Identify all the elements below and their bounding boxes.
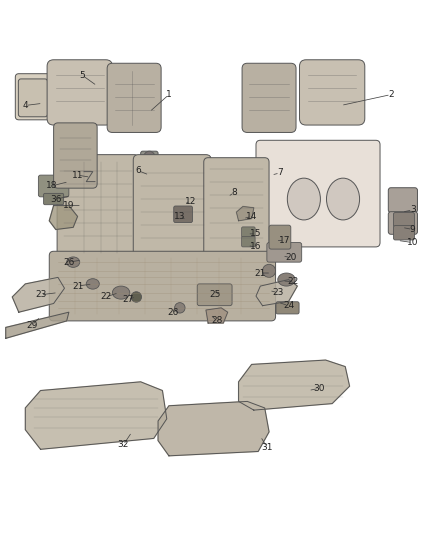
Text: 21: 21 xyxy=(254,269,266,278)
FancyBboxPatch shape xyxy=(44,193,64,205)
Text: 8: 8 xyxy=(231,188,237,197)
Ellipse shape xyxy=(326,178,360,220)
Text: 9: 9 xyxy=(410,225,416,234)
FancyBboxPatch shape xyxy=(180,191,197,205)
Text: 31: 31 xyxy=(261,442,272,451)
Text: 19: 19 xyxy=(63,201,74,210)
Text: 23: 23 xyxy=(35,290,46,300)
Text: 17: 17 xyxy=(279,236,290,245)
Text: 3: 3 xyxy=(410,205,416,214)
Text: 11: 11 xyxy=(72,171,83,180)
Text: 22: 22 xyxy=(100,293,111,302)
Text: 27: 27 xyxy=(122,295,133,304)
Text: 26: 26 xyxy=(63,257,74,266)
Polygon shape xyxy=(237,206,254,221)
FancyBboxPatch shape xyxy=(15,74,50,120)
Text: 36: 36 xyxy=(50,195,62,204)
FancyBboxPatch shape xyxy=(389,212,417,235)
Ellipse shape xyxy=(262,264,276,277)
Text: 6: 6 xyxy=(136,166,141,175)
Text: 18: 18 xyxy=(46,181,57,190)
Text: 14: 14 xyxy=(246,212,258,221)
FancyBboxPatch shape xyxy=(47,60,113,125)
FancyBboxPatch shape xyxy=(276,302,299,314)
Ellipse shape xyxy=(67,257,80,268)
Text: 4: 4 xyxy=(22,101,28,110)
Polygon shape xyxy=(256,279,297,305)
Ellipse shape xyxy=(278,273,295,286)
Text: 5: 5 xyxy=(79,70,85,79)
Text: 15: 15 xyxy=(250,229,262,238)
Polygon shape xyxy=(158,401,269,456)
Text: 28: 28 xyxy=(211,317,223,326)
Text: 25: 25 xyxy=(209,290,220,300)
FancyBboxPatch shape xyxy=(242,227,255,237)
FancyBboxPatch shape xyxy=(300,60,365,125)
FancyBboxPatch shape xyxy=(230,168,250,195)
Text: 1: 1 xyxy=(166,90,172,99)
Ellipse shape xyxy=(143,151,156,168)
FancyBboxPatch shape xyxy=(389,188,417,213)
Text: 23: 23 xyxy=(272,288,283,297)
Polygon shape xyxy=(12,277,64,312)
FancyBboxPatch shape xyxy=(269,225,291,249)
Polygon shape xyxy=(49,206,78,230)
FancyBboxPatch shape xyxy=(393,213,414,227)
Text: 7: 7 xyxy=(277,168,283,177)
Text: 22: 22 xyxy=(287,277,299,286)
Text: 30: 30 xyxy=(313,384,325,393)
FancyBboxPatch shape xyxy=(18,79,47,117)
FancyBboxPatch shape xyxy=(242,63,296,133)
Text: 29: 29 xyxy=(26,321,38,330)
Ellipse shape xyxy=(86,279,99,289)
Text: 21: 21 xyxy=(72,281,83,290)
Text: 2: 2 xyxy=(388,90,394,99)
Ellipse shape xyxy=(131,292,141,302)
FancyBboxPatch shape xyxy=(393,225,414,240)
Text: 24: 24 xyxy=(283,301,294,310)
FancyBboxPatch shape xyxy=(141,151,158,180)
Polygon shape xyxy=(25,382,167,449)
FancyBboxPatch shape xyxy=(267,243,302,262)
Text: 10: 10 xyxy=(407,238,418,247)
Polygon shape xyxy=(6,312,69,338)
FancyBboxPatch shape xyxy=(107,63,161,133)
Text: 32: 32 xyxy=(117,440,129,449)
FancyBboxPatch shape xyxy=(39,175,69,197)
FancyBboxPatch shape xyxy=(197,284,232,305)
Text: 13: 13 xyxy=(174,212,186,221)
Text: 16: 16 xyxy=(250,243,262,252)
FancyBboxPatch shape xyxy=(133,155,211,263)
FancyBboxPatch shape xyxy=(53,123,97,188)
FancyBboxPatch shape xyxy=(256,140,380,247)
FancyBboxPatch shape xyxy=(174,206,192,223)
FancyBboxPatch shape xyxy=(57,155,139,261)
Ellipse shape xyxy=(287,178,321,220)
Text: 20: 20 xyxy=(285,253,297,262)
Polygon shape xyxy=(206,308,228,323)
Ellipse shape xyxy=(175,303,185,313)
Text: 12: 12 xyxy=(185,197,196,206)
FancyBboxPatch shape xyxy=(242,237,255,247)
Text: 26: 26 xyxy=(168,308,179,317)
FancyBboxPatch shape xyxy=(49,251,276,321)
FancyBboxPatch shape xyxy=(204,158,269,262)
Ellipse shape xyxy=(113,286,130,299)
Polygon shape xyxy=(239,360,350,410)
